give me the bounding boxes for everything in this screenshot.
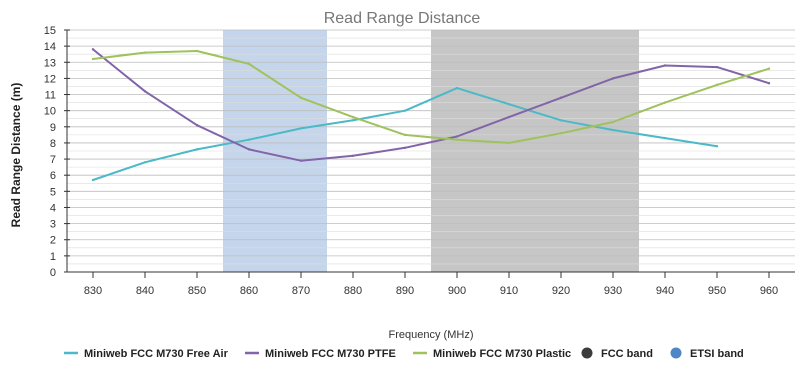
x-tick-label: 890 (396, 285, 414, 297)
x-tick-label: 870 (292, 285, 310, 297)
y-tick-label: 2 (50, 235, 56, 247)
x-tick-label: 940 (656, 285, 674, 297)
data-point-miniweb-fcc-m730-free-air (507, 103, 511, 106)
series-line-miniweb-fcc-m730-ptfe (92, 48, 770, 162)
data-point-miniweb-fcc-m730-ptfe (455, 135, 459, 138)
y-tick-label: 0 (50, 267, 56, 279)
data-point-miniweb-fcc-m730-free-air (195, 148, 199, 151)
legend-swatch-dot (581, 347, 593, 359)
y-tick-label: 9 (50, 122, 56, 134)
data-point-miniweb-fcc-m730-plastic (403, 133, 407, 137)
x-tick-label: 840 (136, 285, 154, 297)
x-tick-label: 900 (448, 285, 466, 297)
x-tick-label: 960 (760, 285, 778, 297)
x-tick-label: 910 (500, 285, 518, 297)
data-point-miniweb-fcc-m730-ptfe (663, 64, 667, 67)
legend-item-label: FCC band (601, 348, 653, 360)
data-point-miniweb-fcc-m730-plastic (611, 120, 615, 124)
y-tick-label: 15 (44, 25, 56, 37)
data-point-miniweb-fcc-m730-free-air (143, 161, 147, 164)
data-point-miniweb-fcc-m730-plastic (455, 138, 459, 141)
data-point-miniweb-fcc-m730-ptfe (559, 96, 563, 99)
data-point-miniweb-fcc-m730-plastic (663, 101, 667, 104)
data-point-miniweb-fcc-m730-ptfe (715, 65, 719, 69)
data-point-miniweb-fcc-m730-ptfe (351, 154, 355, 158)
x-tick-label: 930 (604, 285, 622, 297)
data-point-miniweb-fcc-m730-ptfe (403, 146, 407, 149)
legend-item-label: ETSI band (690, 348, 744, 360)
legend-swatch-dot (670, 347, 682, 359)
y-tick-label: 3 (50, 219, 56, 231)
x-tick-label: 860 (240, 285, 258, 297)
y-tick-label: 11 (45, 90, 56, 102)
y-tick-label: 8 (50, 138, 56, 150)
data-point-miniweb-fcc-m730-ptfe (767, 82, 771, 85)
y-axis-label: Read Range Distance (m) (9, 83, 23, 228)
data-point-miniweb-fcc-m730-plastic (91, 57, 95, 61)
y-tick-label: 13 (44, 57, 56, 69)
data-point-miniweb-fcc-m730-plastic (559, 132, 563, 135)
y-tick-label: 1 (50, 251, 56, 263)
data-point-miniweb-fcc-m730-plastic (299, 96, 303, 99)
data-point-miniweb-fcc-m730-ptfe (195, 123, 199, 127)
x-axis-label: Frequency (MHz) (389, 329, 474, 341)
series-line-miniweb-fcc-m730-plastic (92, 50, 770, 144)
x-tick-label: 920 (552, 285, 570, 297)
data-point-miniweb-fcc-m730-free-air (455, 86, 459, 90)
series-layer (91, 48, 771, 182)
data-point-miniweb-fcc-m730-free-air (403, 109, 407, 112)
data-point-miniweb-fcc-m730-plastic (715, 83, 719, 87)
y-tick-label: 12 (44, 73, 56, 85)
legend-item-label: Miniweb FCC M730 PTFE (265, 348, 396, 360)
grid-layer (67, 29, 795, 273)
data-point-miniweb-fcc-m730-plastic (247, 62, 251, 66)
data-point-miniweb-fcc-m730-free-air (299, 127, 303, 130)
data-point-miniweb-fcc-m730-plastic (507, 141, 511, 145)
y-tick-label: 5 (50, 186, 56, 198)
data-point-miniweb-fcc-m730-ptfe (247, 148, 251, 151)
y-tick-label: 6 (50, 170, 56, 182)
y-tick-label: 7 (50, 154, 56, 166)
legend: Miniweb FCC M730 Free Air Miniweb FCC M73… (64, 347, 744, 360)
chart-title: Read Range Distance (324, 10, 481, 27)
data-point-miniweb-fcc-m730-ptfe (507, 115, 511, 119)
x-tick-label: 830 (84, 285, 102, 297)
y-tick-label: 4 (50, 202, 56, 214)
x-tick-label: 850 (188, 285, 206, 297)
data-point-miniweb-fcc-m730-free-air (559, 119, 563, 122)
data-point-miniweb-fcc-m730-ptfe (143, 90, 147, 93)
data-point-miniweb-fcc-m730-plastic (767, 67, 771, 70)
data-point-miniweb-fcc-m730-free-air (663, 136, 667, 140)
x-tick-label: 950 (708, 285, 726, 297)
legend-item-label: Miniweb FCC M730 Plastic (433, 348, 571, 360)
data-point-miniweb-fcc-m730-ptfe (611, 77, 615, 80)
data-point-miniweb-fcc-m730-free-air (91, 178, 95, 182)
data-point-miniweb-fcc-m730-ptfe (299, 159, 303, 162)
data-point-miniweb-fcc-m730-free-air (715, 144, 719, 148)
data-point-miniweb-fcc-m730-plastic (143, 51, 147, 54)
data-point-miniweb-fcc-m730-plastic (195, 49, 199, 53)
data-point-miniweb-fcc-m730-free-air (351, 119, 355, 122)
y-tick-label: 10 (44, 106, 56, 118)
data-point-miniweb-fcc-m730-free-air (247, 138, 251, 141)
x-tick-label: 880 (344, 285, 362, 297)
data-point-miniweb-fcc-m730-ptfe (91, 48, 95, 51)
data-point-miniweb-fcc-m730-plastic (351, 115, 355, 119)
data-point-miniweb-fcc-m730-free-air (611, 128, 615, 132)
legend-item-label: Miniweb FCC M730 Free Air (84, 348, 229, 360)
y-tick-label: 14 (44, 41, 56, 53)
